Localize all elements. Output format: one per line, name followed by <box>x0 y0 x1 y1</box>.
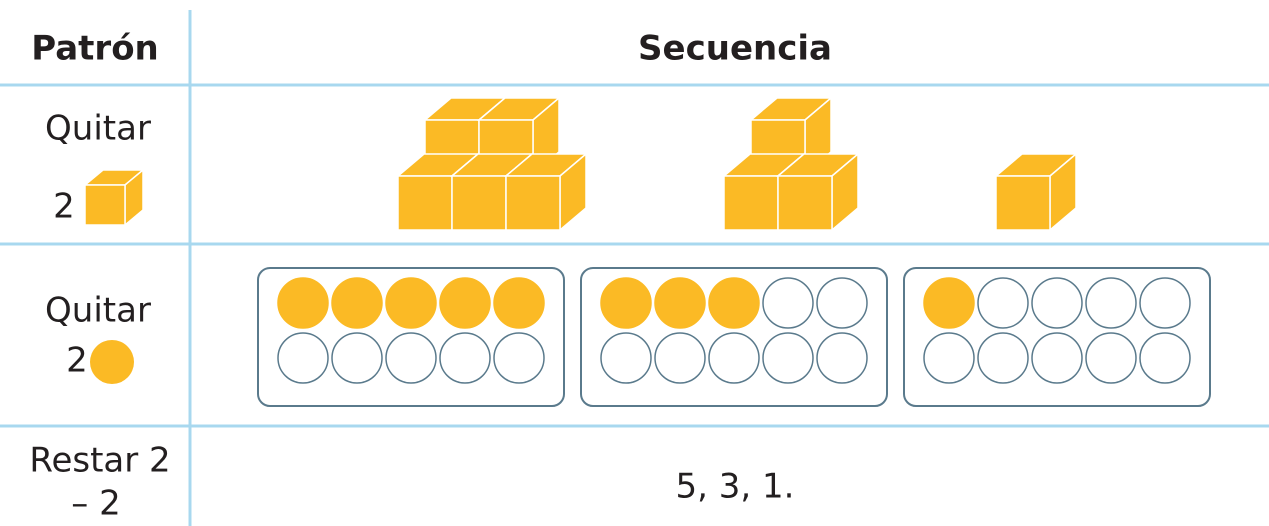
ten-frame <box>580 267 888 407</box>
cube-front <box>995 175 1051 231</box>
illustrations <box>82 96 1211 407</box>
counter-empty <box>977 332 1029 384</box>
header-sequence: Secuencia <box>638 29 832 69</box>
table-lines <box>0 10 1269 526</box>
counter-empty <box>1085 332 1137 384</box>
cube-front <box>397 175 453 231</box>
counter-filled <box>600 277 652 329</box>
counter-empty <box>977 277 1029 329</box>
pattern-text: – 2 <box>71 484 120 524</box>
pattern-text: Quitar <box>45 109 151 149</box>
counter-empty <box>1139 277 1191 329</box>
counter-empty <box>1031 277 1083 329</box>
cube-front <box>451 175 507 231</box>
pattern-text: 2 <box>53 187 75 227</box>
sequence-text: 5, 3, 1. <box>676 467 795 507</box>
ten-frame <box>257 267 565 407</box>
counter-filled <box>385 277 437 329</box>
counter-empty <box>654 332 706 384</box>
cube-front <box>723 175 779 231</box>
cube-front <box>505 175 561 231</box>
counter-empty <box>1031 332 1083 384</box>
pattern-text: 2 <box>66 341 88 381</box>
cube-front <box>777 175 833 231</box>
counter-empty <box>816 332 868 384</box>
counter-filled <box>708 277 760 329</box>
counter-empty <box>600 332 652 384</box>
counter-empty <box>816 277 868 329</box>
counter-empty <box>439 332 491 384</box>
ten-frame <box>903 267 1211 407</box>
pattern-text: Quitar <box>45 291 151 331</box>
counter-filled <box>439 277 491 329</box>
counter-empty <box>385 332 437 384</box>
counter-empty <box>277 332 329 384</box>
counter-empty <box>923 332 975 384</box>
counter-empty <box>708 332 760 384</box>
counter-empty <box>331 332 383 384</box>
counter-empty <box>493 332 545 384</box>
header-pattern: Patrón <box>31 29 159 69</box>
counter-filled <box>493 277 545 329</box>
counter-empty <box>762 277 814 329</box>
counter-empty <box>762 332 814 384</box>
cube-front <box>84 184 126 226</box>
counter-filled <box>923 277 975 329</box>
pattern-text: Restar 2 <box>29 441 170 481</box>
counter-icon <box>90 340 134 384</box>
counter-empty <box>1139 332 1191 384</box>
counter-filled <box>654 277 706 329</box>
counter-empty <box>1085 277 1137 329</box>
counter-filled <box>331 277 383 329</box>
counter-filled <box>277 277 329 329</box>
